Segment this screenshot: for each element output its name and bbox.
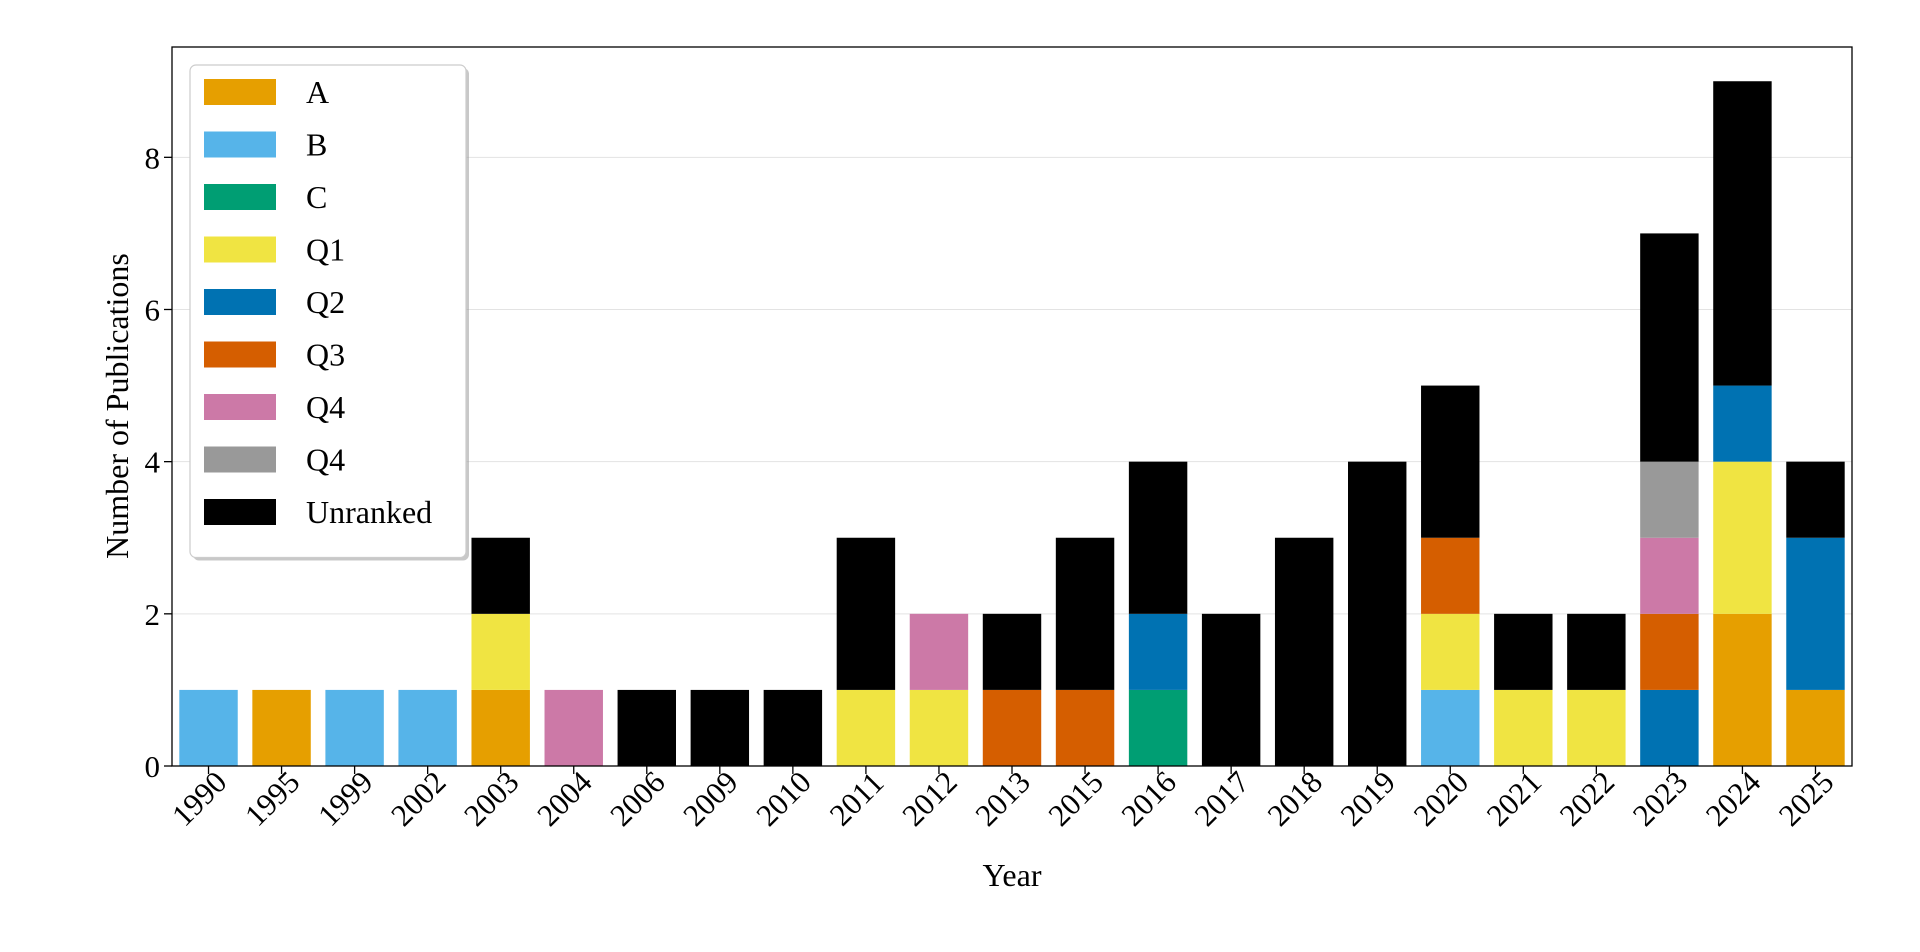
bar-segment bbox=[982, 613, 1042, 690]
bar-segment bbox=[1421, 689, 1480, 766]
bar-segment bbox=[471, 537, 530, 614]
bar-segment bbox=[1494, 689, 1553, 766]
bar-segment bbox=[1640, 461, 1699, 538]
bar-segment bbox=[1274, 537, 1334, 766]
bar-segment bbox=[1640, 613, 1699, 690]
legend: ABC Q1 Q2 Q3 Q4 Q4 Unranked bbox=[189, 64, 469, 561]
bar-segment bbox=[1640, 537, 1699, 614]
bar-segment bbox=[909, 689, 969, 766]
legend-label: A bbox=[306, 74, 329, 110]
y-ticks: 0 2 4 6 8 bbox=[145, 140, 172, 784]
bar-segment bbox=[1494, 613, 1553, 690]
bar-segment bbox=[690, 689, 750, 766]
bar-segment bbox=[617, 689, 676, 766]
legend-label: Q2 bbox=[306, 284, 345, 320]
bar-segment bbox=[1128, 461, 1188, 614]
bar-segment bbox=[471, 689, 530, 766]
legend-label: B bbox=[306, 127, 327, 163]
bar-segment bbox=[1640, 689, 1699, 766]
legend-label: Q4 bbox=[306, 389, 345, 425]
bar-segment bbox=[763, 689, 823, 766]
bar-segment bbox=[909, 613, 969, 690]
legend-swatch bbox=[204, 236, 276, 263]
bar-segment bbox=[179, 689, 238, 766]
bar-segment bbox=[1567, 613, 1626, 690]
bar-segment bbox=[1128, 689, 1188, 766]
y-tick-label: 6 bbox=[145, 292, 161, 327]
bar-segment bbox=[836, 537, 896, 690]
bar-segment bbox=[1421, 537, 1480, 614]
legend-swatch bbox=[204, 394, 276, 420]
bar-segment bbox=[471, 613, 530, 690]
legend-label: Unranked bbox=[306, 494, 432, 530]
y-axis-label: Number of Publications bbox=[99, 253, 135, 559]
bar-segment bbox=[1567, 689, 1626, 766]
legend-swatch bbox=[204, 184, 276, 210]
legend-swatch bbox=[204, 499, 276, 525]
bar-segment bbox=[1201, 613, 1261, 766]
bar-segment bbox=[1055, 689, 1115, 766]
bar-segment bbox=[1786, 537, 1845, 690]
bars bbox=[179, 81, 1845, 766]
bar-segment bbox=[1640, 233, 1699, 462]
legend-swatch bbox=[204, 79, 276, 105]
bar-segment bbox=[1713, 385, 1772, 462]
bar-segment bbox=[1786, 689, 1845, 766]
y-tick-label: 2 bbox=[145, 597, 161, 632]
legend-label: C bbox=[306, 179, 327, 215]
bar-segment bbox=[1128, 613, 1188, 690]
bar-segment bbox=[1786, 461, 1845, 538]
bar-segment bbox=[836, 689, 896, 766]
legend-swatch bbox=[204, 289, 276, 315]
bar-segment bbox=[544, 689, 603, 766]
legend-label: Q3 bbox=[306, 337, 345, 373]
bar-segment bbox=[1348, 461, 1407, 766]
bar-segment bbox=[982, 689, 1042, 766]
bar-segment bbox=[252, 689, 311, 766]
x-axis-label: Year bbox=[983, 857, 1042, 893]
bar-segment bbox=[1713, 613, 1772, 766]
legend-swatch bbox=[204, 131, 276, 158]
y-tick-label: 8 bbox=[145, 140, 161, 175]
y-tick-label: 0 bbox=[145, 749, 161, 784]
bar-segment bbox=[325, 689, 384, 766]
legend-label: Q4 bbox=[306, 442, 345, 478]
bar-segment bbox=[1713, 81, 1772, 386]
bar-segment bbox=[1421, 613, 1480, 690]
bar-segment bbox=[1421, 385, 1480, 538]
bar-segment bbox=[398, 689, 457, 766]
y-tick-label: 4 bbox=[145, 445, 161, 480]
legend-label: Q1 bbox=[306, 232, 345, 268]
bar-segment bbox=[1055, 537, 1115, 690]
legend-swatch bbox=[204, 341, 276, 368]
bar-segment bbox=[1713, 461, 1772, 614]
legend-swatch bbox=[204, 446, 276, 473]
